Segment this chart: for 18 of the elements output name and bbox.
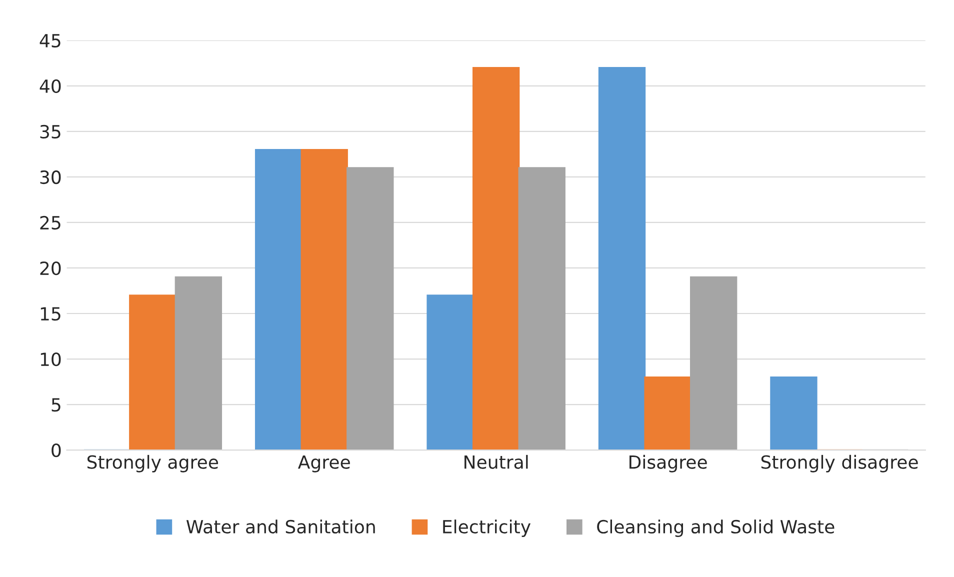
legend-label: Electricity xyxy=(443,520,531,538)
y-tick-label: 20 xyxy=(40,261,61,276)
y-tick-label: 40 xyxy=(40,79,61,94)
x-tick-label: Strongly agree xyxy=(87,454,218,472)
x-tick-label: Agree xyxy=(298,455,350,472)
y-tick-label: 35 xyxy=(40,124,60,139)
legend-label: Water and Sanitation xyxy=(186,520,375,534)
y-tick-label: 45 xyxy=(40,34,60,48)
y-tick-label: 10 xyxy=(40,352,61,366)
y-tick-label: 30 xyxy=(40,170,61,184)
y-tick-label: 0 xyxy=(52,444,61,458)
x-tick-label: Disagree xyxy=(630,454,707,472)
y-tick-label: 15 xyxy=(40,307,60,321)
x-tick-label: Strongly disagree xyxy=(761,454,918,472)
y-tick-label: 5 xyxy=(52,398,60,412)
y-tick-label: 25 xyxy=(40,216,60,230)
legend-label: Cleansing and Solid Waste xyxy=(597,520,834,538)
x-tick-label: Neutral xyxy=(464,454,528,469)
